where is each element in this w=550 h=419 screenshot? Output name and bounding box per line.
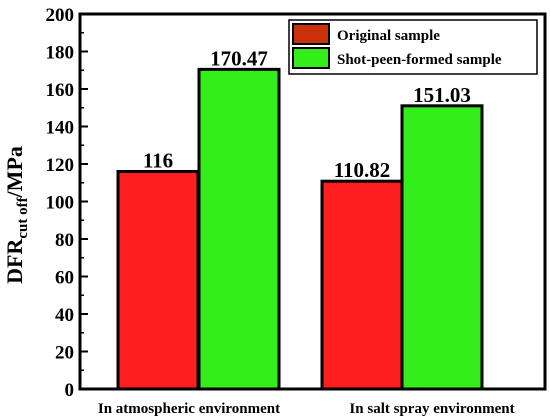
data-label-original-sample-1: 116 [143,149,173,173]
y-tick-label-0: 0 [65,380,75,401]
bar-original-sample-2 [320,179,404,391]
data-label-shot-peen-formed-sample-2: 151.03 [413,83,471,107]
y-tick-label-60: 60 [55,268,74,289]
y-tick-label-40: 40 [55,305,74,326]
legend: Original sample Shot-peen-formed sample [288,19,538,75]
y-axis-title-subscript: cut off [15,196,31,238]
y-tick-label-160: 160 [46,80,75,101]
y-tick-label-80: 80 [55,230,74,251]
y-tick-label-100: 100 [46,193,75,214]
data-label-shot-peen-formed-sample-1: 170.47 [210,46,268,70]
legend-box [288,19,538,75]
y-tick-label-140: 140 [46,118,75,139]
y-axis-title-main: DFR [2,238,27,284]
legend-swatch-original [292,23,330,45]
legend-swatch-shot-peen-formed [292,47,330,69]
y-tick-label-20: 20 [55,343,74,364]
y-axis-title: DFRcut off/MPa [2,146,31,284]
legend-label-shot-peen-formed: Shot-peen-formed sample [337,52,502,68]
y-tick-label-200: 200 [46,5,75,26]
data-label-original-sample-2: 110.82 [334,158,391,182]
legend-label-original: Original sample [337,28,440,44]
y-tick-label-120: 120 [46,155,75,176]
bar-shot-peen-formed-sample-1 [197,67,281,391]
y-axis-title-suffix: /MPa [2,146,27,198]
bar-original-sample-1 [116,170,200,391]
y-tick-label-180: 180 [46,43,75,64]
bar-shot-peen-formed-sample-2 [400,104,484,391]
x-category-label-1: In atmospheric environment [98,401,280,417]
x-category-label-2: In salt spray environment [349,401,514,417]
